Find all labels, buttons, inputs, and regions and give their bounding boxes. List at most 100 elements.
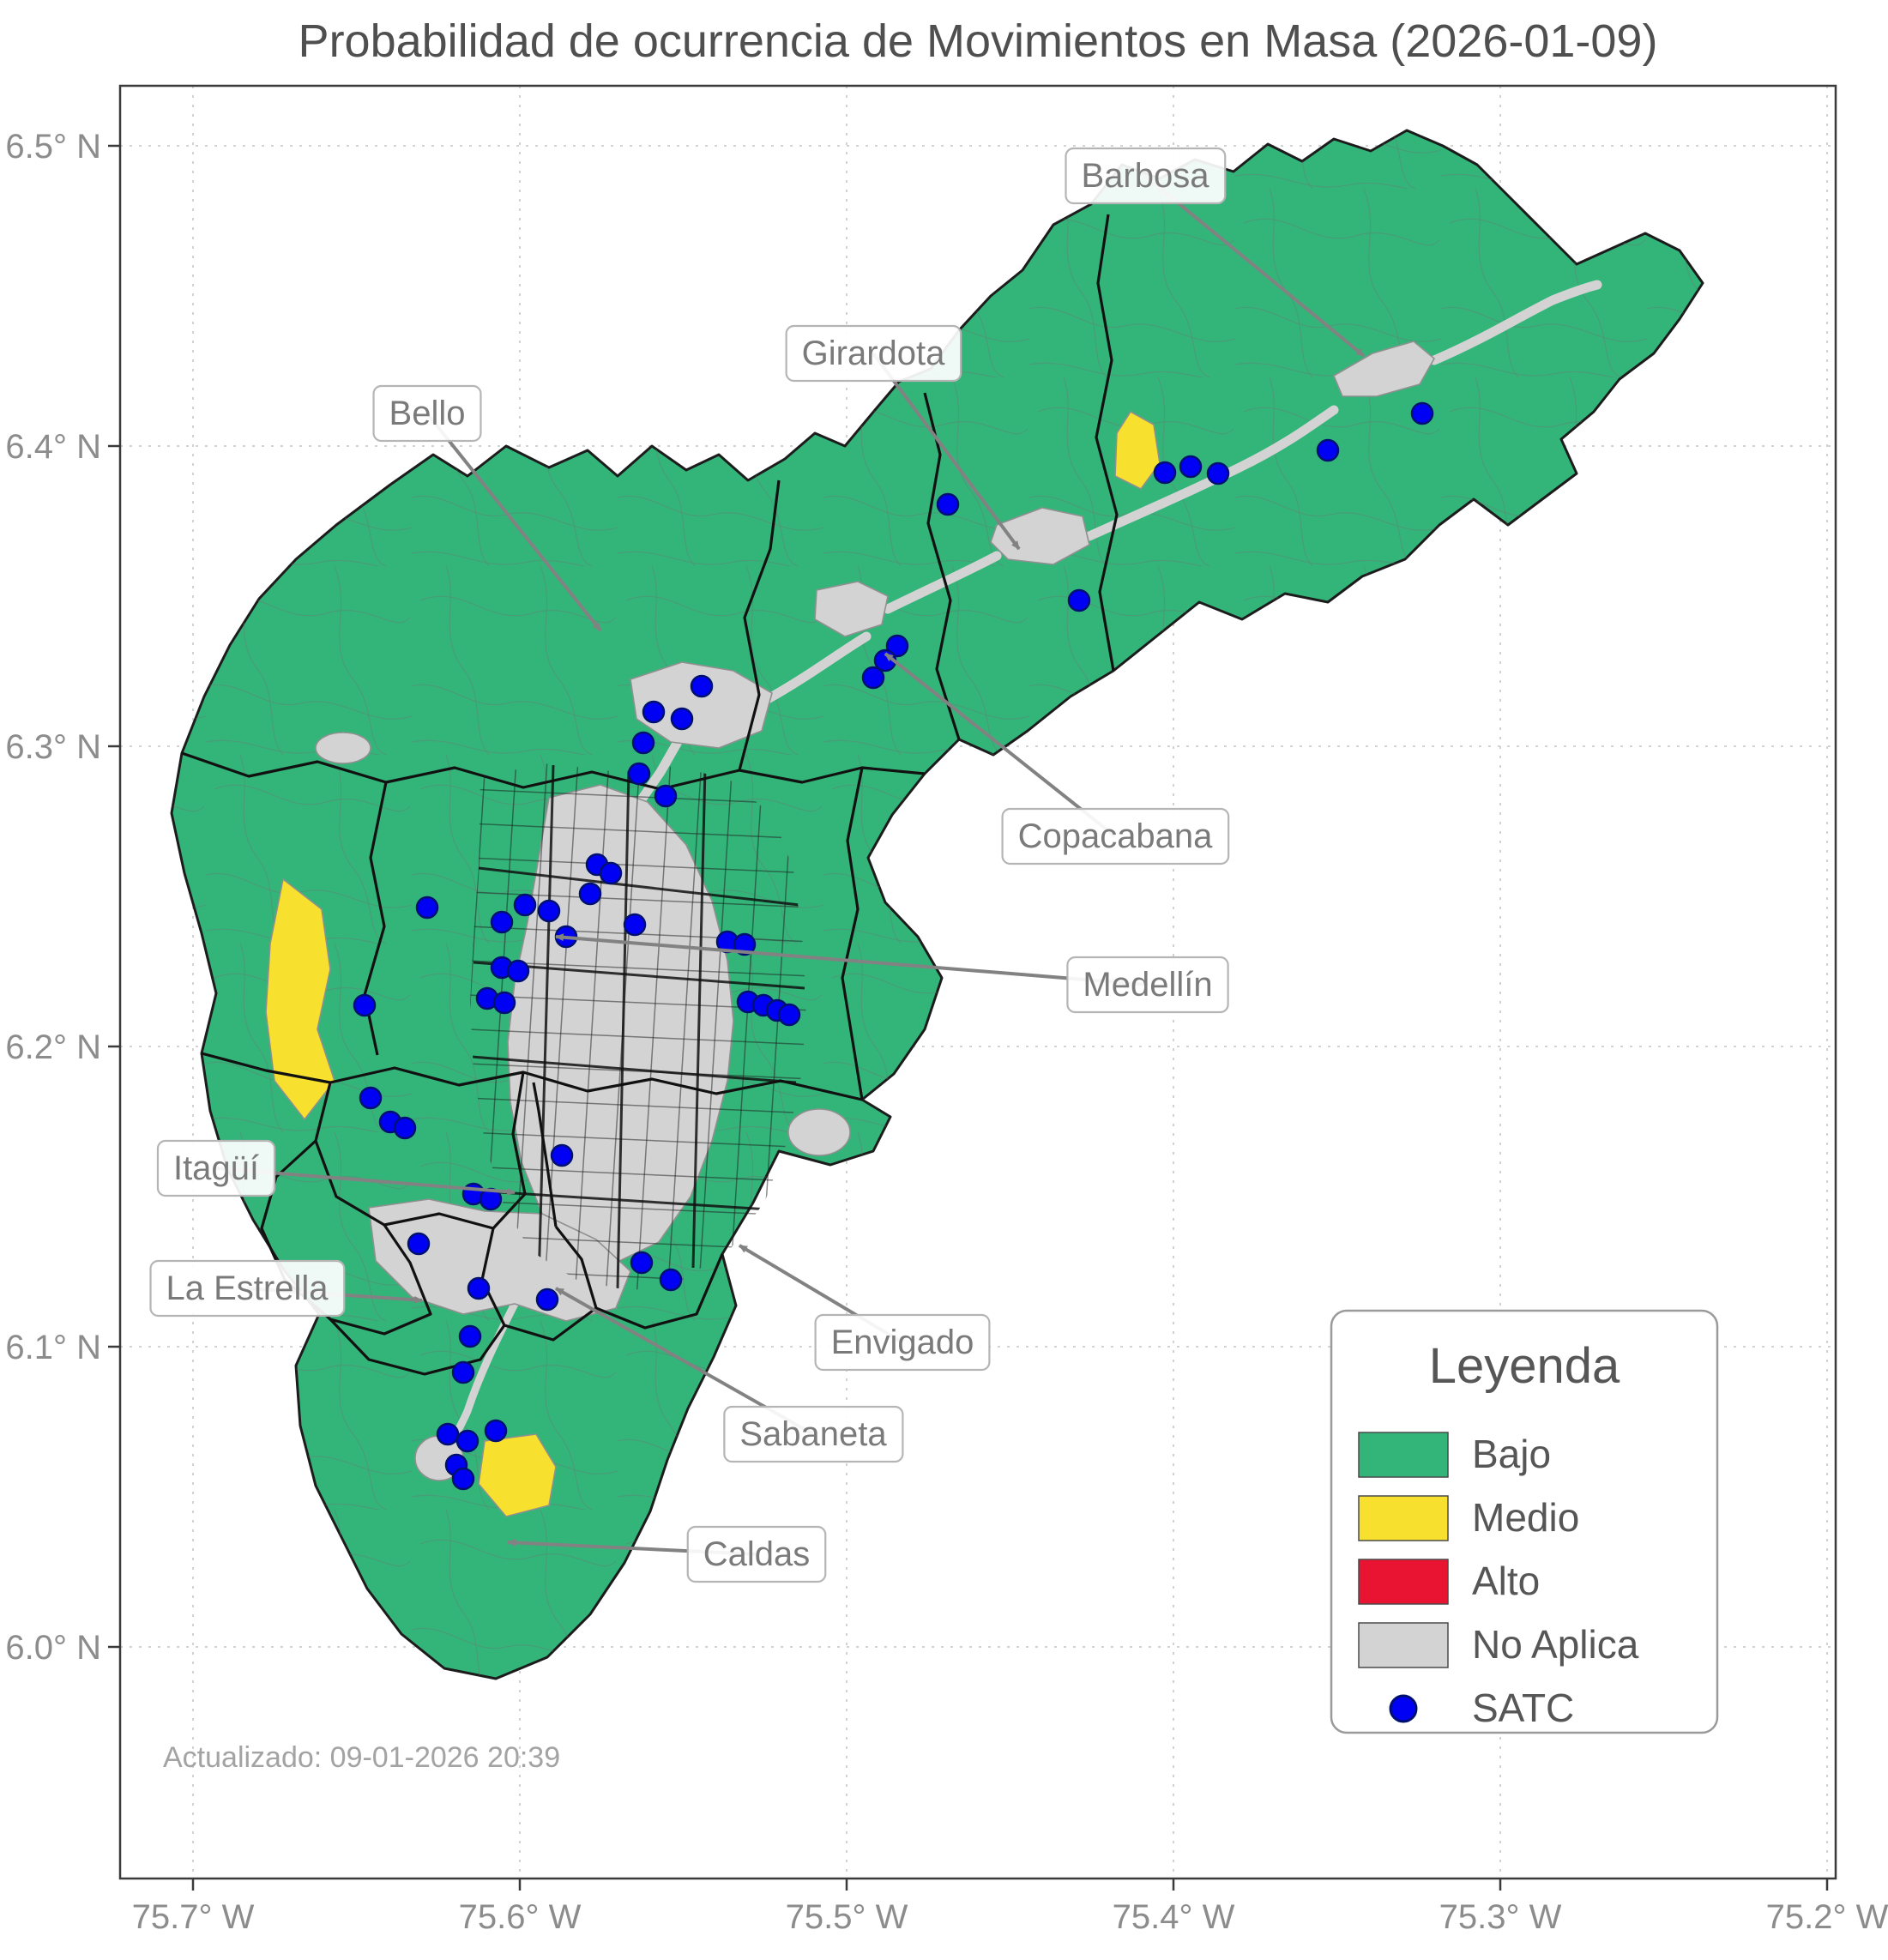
no-aplica-zone-girardota	[990, 507, 1090, 565]
river-corridor-icon	[1429, 280, 1602, 365]
annotation-girardota: Girardota	[785, 324, 962, 383]
annotation-sabaneta: Sabaneta	[723, 1405, 904, 1463]
annotation-envigado: Envigado	[814, 1313, 991, 1372]
satc-point	[1153, 461, 1177, 485]
municipal-boundary	[1095, 214, 1119, 672]
satc-point	[777, 1003, 801, 1027]
satc-point	[537, 899, 561, 923]
barrio-boundary	[470, 1131, 806, 1149]
updated-note: Actualizado: 09-01-2026 20:39	[163, 1741, 560, 1774]
annotation-box-caldas	[686, 1525, 827, 1583]
legend-swatch-bajo	[1358, 1432, 1449, 1478]
satc-point	[642, 700, 666, 724]
comuna-boundary	[499, 1191, 769, 1211]
satc-point	[506, 959, 530, 983]
annotation-text-medell-n: Medellín	[1083, 966, 1212, 1004]
plot-frame	[118, 84, 1837, 1880]
no-aplica-zone-envigado-east	[787, 1108, 851, 1156]
satc-point	[690, 674, 714, 698]
legend: Leyenda Bajo Medio Alto No Aplica SATC	[1330, 1309, 1719, 1734]
annotation-text-barbosa: Barbosa	[1082, 157, 1210, 195]
satc-point	[451, 1360, 475, 1384]
legend-dot-satc	[1389, 1694, 1418, 1723]
comuna-boundary	[691, 767, 707, 1269]
annotation-barbosa: Barbosa	[1065, 147, 1227, 205]
annotation-arrow-copacabana	[884, 652, 1117, 838]
annotation-arrow-girardota	[872, 352, 1021, 551]
legend-swatch-medio	[1358, 1495, 1449, 1541]
annotation-box-bello	[372, 384, 482, 443]
river-corridor-icon	[636, 737, 683, 805]
annotation-caldas: Caldas	[686, 1525, 827, 1583]
satc-point	[490, 910, 514, 934]
comuna-boundary	[478, 866, 800, 907]
annotation-text-copacabana: Copacabana	[1018, 817, 1214, 855]
annotation-box-itag-	[156, 1139, 276, 1197]
satc-point	[861, 666, 885, 690]
no-aplica-zone-south-urban	[368, 1198, 631, 1322]
legend-swatch-alto	[1358, 1559, 1449, 1605]
annotation-bello: Bello	[372, 384, 482, 443]
annotation-box-envigado	[814, 1313, 991, 1372]
barrio-boundary	[512, 763, 548, 1291]
satc-point	[359, 1086, 383, 1110]
municipal-boundary	[738, 479, 781, 771]
satc-point	[393, 1116, 417, 1140]
satc-point	[1410, 401, 1434, 425]
satc-point	[467, 1276, 491, 1300]
annotation-text-itag-: Itagüí	[173, 1149, 259, 1187]
legend-label-no-aplica: No Aplica	[1472, 1622, 1639, 1667]
satc-point	[631, 731, 655, 755]
barrio-boundary	[470, 823, 806, 840]
satc-point	[455, 1429, 480, 1453]
axis-ticks: 75.7° W 75.6° W 75.5° W 75.4° W 75.3° W 75.2°…	[5, 128, 1888, 1936]
municipal-boundary	[314, 1071, 527, 1230]
barrio-boundary	[470, 788, 806, 805]
satc-point	[1206, 461, 1230, 485]
comuna-boundary	[473, 961, 805, 990]
legend-swatch-no-aplica	[1358, 1622, 1449, 1668]
annotation-copacabana: Copacabana	[1001, 807, 1230, 865]
annotation-itag-: Itagüí	[156, 1139, 276, 1197]
satc-point	[630, 1251, 654, 1275]
x-tick-label: 75.2° W	[1766, 1898, 1888, 1936]
no-aplica-zone-san-felix	[315, 732, 371, 764]
annotation-arrow-medell-n	[555, 933, 1149, 986]
no-aplica-zone-barbosa	[1332, 341, 1436, 397]
municipal-boundary	[329, 1318, 506, 1376]
municipal-boundary	[739, 766, 926, 784]
satc-point	[451, 1467, 475, 1491]
river-corridor-icon	[1084, 405, 1339, 541]
annotation-box-barbosa	[1065, 147, 1227, 205]
no-aplica-zone-copacabana	[814, 581, 889, 637]
satc-point	[654, 784, 678, 808]
satc-point	[733, 932, 757, 956]
medio-zone-west	[265, 877, 335, 1121]
y-tick-label: 6.2° N	[5, 1028, 101, 1066]
barrio-boundary	[697, 763, 733, 1291]
x-tick-label: 75.7° W	[132, 1898, 255, 1936]
legend-label-bajo: Bajo	[1472, 1432, 1551, 1476]
y-tick-label: 6.3° N	[5, 728, 101, 766]
satc-point	[484, 1419, 508, 1443]
barrio-boundary	[574, 763, 610, 1291]
annotation-box-la-estrella	[149, 1259, 346, 1318]
annotation-box-sabaneta	[723, 1405, 904, 1463]
annotation-text-bello: Bello	[389, 395, 466, 432]
barrio-boundary	[470, 1166, 806, 1183]
annotation-box-copacabana	[1001, 807, 1230, 865]
annotation-arrow-bello	[425, 412, 602, 632]
satc-point	[415, 896, 439, 920]
river-corridor-icon	[883, 551, 1002, 614]
annotation-text-sabaneta: Sabaneta	[739, 1415, 887, 1453]
medio-zone-caldas	[478, 1433, 557, 1517]
satc-point	[513, 893, 537, 917]
satc-point	[407, 1232, 431, 1256]
municipal-boundary	[841, 767, 864, 1101]
y-tick-label: 6.4° N	[5, 428, 101, 466]
x-tick-label: 75.3° W	[1439, 1898, 1562, 1936]
y-tick-label: 6.5° N	[5, 128, 101, 166]
satc-point	[936, 492, 960, 516]
satc-point	[1179, 455, 1203, 479]
